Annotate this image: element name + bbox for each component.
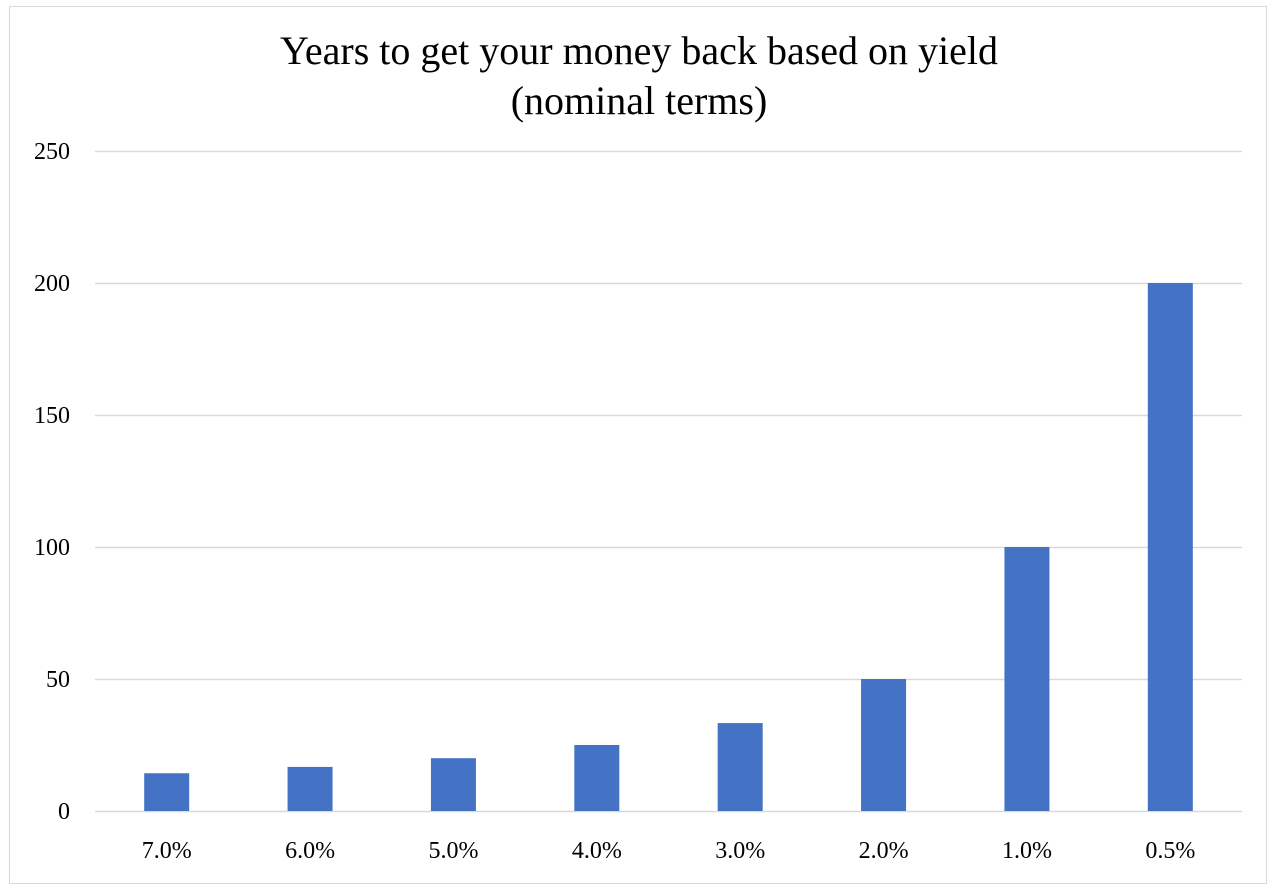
bar: [717, 723, 763, 811]
y-tick-label: 200: [34, 271, 70, 297]
bar: [1147, 283, 1193, 811]
bar: [861, 679, 907, 811]
x-tick-label: 5.0%: [428, 838, 478, 864]
y-tick-label: 50: [46, 667, 70, 693]
x-tick-label: 7.0%: [142, 838, 192, 864]
bar: [430, 758, 476, 811]
x-tick-label: 4.0%: [572, 838, 622, 864]
x-tick-label: 1.0%: [1002, 838, 1052, 864]
bar: [574, 745, 620, 811]
bars: [144, 283, 1193, 811]
y-tick-label: 250: [34, 139, 70, 165]
chart-frame: [9, 6, 1267, 884]
y-tick-label: 150: [34, 403, 70, 429]
bar: [1004, 547, 1050, 811]
y-axis-tick-labels: 0 50 100 150 200 250: [34, 139, 70, 825]
bar: [144, 773, 190, 811]
y-tick-label: 0: [58, 799, 70, 825]
y-tick-label: 100: [34, 535, 70, 561]
gridlines: [95, 150, 1242, 813]
chart-title-line-1: Years to get your money back based on yi…: [279, 28, 998, 73]
x-tick-label: 0.5%: [1145, 838, 1195, 864]
bar: [287, 766, 333, 811]
x-tick-label: 6.0%: [285, 838, 335, 864]
x-tick-label: 3.0%: [715, 838, 765, 864]
x-tick-label: 2.0%: [859, 838, 909, 864]
chart-title-line-2: (nominal terms): [510, 78, 768, 123]
x-axis-tick-labels: 7.0% 6.0% 5.0% 4.0% 3.0% 2.0% 1.0% 0.5%: [142, 838, 1196, 864]
